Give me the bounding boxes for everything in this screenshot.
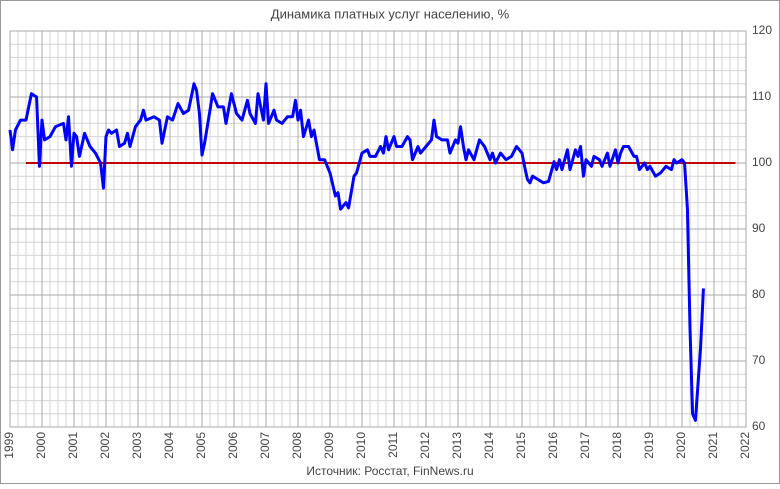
x-tick-label: 2012 <box>418 432 432 459</box>
x-tick-label: 2016 <box>546 432 560 459</box>
x-tick-label: 2014 <box>482 432 496 459</box>
y-tick-label: 90 <box>752 221 766 235</box>
x-tick-label: 2010 <box>354 432 368 459</box>
x-tick-label: 2004 <box>162 432 176 459</box>
x-tick-label: 2020 <box>674 432 688 459</box>
y-tick-label: 110 <box>752 89 771 103</box>
x-tick-label: 2011 <box>386 432 400 458</box>
x-tick-label: 2005 <box>194 432 208 459</box>
source-note: Источник: Росстат, FinNews.ru <box>306 464 473 478</box>
x-tick-label: 2002 <box>98 432 112 459</box>
y-tick-label: 70 <box>752 353 766 367</box>
x-tick-label: 2006 <box>226 432 240 459</box>
x-tick-label: 2017 <box>578 432 592 459</box>
y-tick-label: 100 <box>752 155 772 169</box>
x-tick-label: 2001 <box>66 432 80 459</box>
y-tick-label: 60 <box>752 419 766 433</box>
x-tick-label: 2013 <box>450 432 464 459</box>
x-tick-label: 2022 <box>738 432 752 459</box>
y-tick-label: 80 <box>752 287 766 301</box>
data-line <box>8 82 705 422</box>
x-tick-label: 2000 <box>34 432 48 459</box>
x-tick-label: 2021 <box>706 432 720 459</box>
x-tick-label: 2015 <box>514 432 528 459</box>
x-tick-label: 2003 <box>130 432 144 459</box>
x-tick-label: 2008 <box>290 432 304 459</box>
x-tick-label: 2009 <box>322 432 336 459</box>
chart-title: Динамика платных услуг населению, % <box>271 6 510 21</box>
x-tick-label: 2018 <box>610 432 624 459</box>
x-tick-label: 1999 <box>2 432 16 459</box>
y-tick-label: 120 <box>752 23 772 37</box>
x-tick-label: 2007 <box>258 432 272 459</box>
x-tick-label: 2019 <box>642 432 656 459</box>
